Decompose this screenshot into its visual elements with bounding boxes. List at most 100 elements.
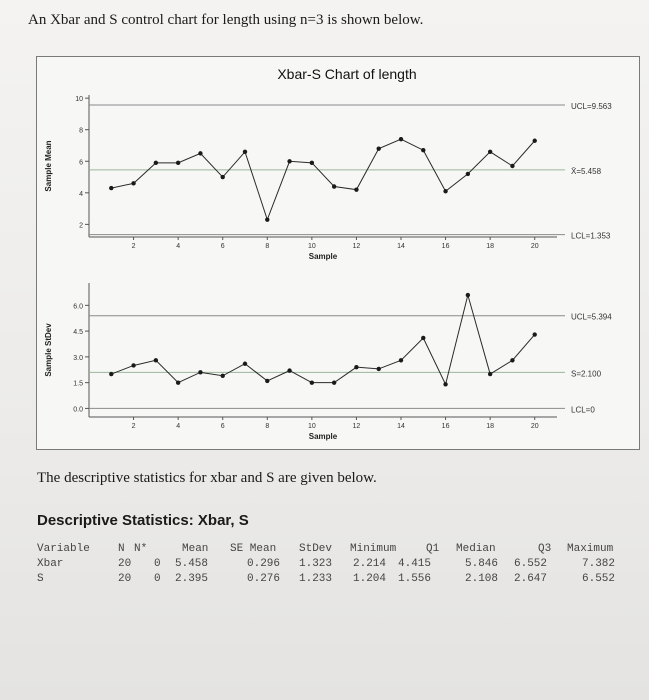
data-point (131, 181, 136, 186)
stats-cell: 5.846 (465, 558, 499, 570)
ucl-label: UCL=5.394 (571, 313, 612, 322)
stats-cell: 1.556 (398, 573, 432, 585)
data-point (465, 292, 471, 298)
stats-header: Mean (182, 543, 209, 555)
stats-header: StDev (299, 543, 333, 555)
s-panel: UCL=5.394 S=2.100 LCL=0 0.0 1.5 3.0 4.5 6.0 2 4 6 8… (44, 283, 612, 441)
x-tick-label: 4 (176, 243, 180, 250)
data-point (265, 217, 270, 222)
data-point (354, 364, 359, 370)
stats-cell: 6.552 (582, 573, 616, 585)
data-point (465, 171, 471, 177)
center-label: X̄=5.458 (571, 167, 602, 176)
x-tick-label: 4 (176, 423, 180, 430)
y-tick-label: 4 (79, 191, 83, 198)
x-tick-label: 14 (397, 423, 405, 430)
data-point (398, 358, 404, 363)
data-point (131, 363, 136, 368)
x-tick-label: 2 (132, 423, 136, 430)
stats-cell: 7.382 (582, 558, 616, 570)
data-point (153, 160, 159, 166)
y-tick-label: 1.5 (73, 381, 83, 388)
series-line (111, 138, 536, 222)
stats-title: Descriptive Statistics: Xbar, S (37, 512, 249, 529)
x-tick-label: 10 (308, 243, 316, 250)
data-point (532, 332, 537, 337)
stats-cell: 2.108 (465, 573, 499, 585)
stats-cell: 2.214 (353, 558, 387, 570)
xbar-panel: UCL=9.563 X̄=5.458 LCL=1.353 2 4 6 8 10 2 4 6 8 10 12… (44, 95, 612, 261)
y-tick-label: 6.0 (73, 303, 83, 310)
y-tick-label: 4.5 (73, 329, 83, 336)
data-point (376, 366, 381, 372)
x-tick-label: 12 (353, 243, 361, 250)
data-point (153, 358, 159, 363)
data-point (265, 378, 270, 384)
y-tick-label: 10 (75, 96, 83, 103)
data-point (287, 368, 292, 373)
stats-cell: 20 (118, 573, 132, 585)
x-axis-label: Sample (309, 432, 338, 441)
ucl-label: UCL=9.563 (571, 102, 612, 111)
series-line (111, 293, 536, 386)
data-point (487, 371, 493, 377)
data-point (443, 189, 448, 194)
data-point (109, 185, 114, 191)
x-tick-label: 18 (486, 243, 494, 250)
stats-cell: 0.296 (247, 558, 281, 570)
stats-cell: 1.323 (299, 558, 333, 570)
x-tick-label: 6 (221, 243, 225, 250)
stats-cell: 2.395 (175, 573, 209, 585)
stats-cell: 0.276 (247, 573, 281, 585)
data-point (242, 149, 248, 154)
data-point (398, 136, 404, 142)
lcl-label: LCL=0 (571, 405, 595, 414)
x-tick-label: 14 (397, 243, 405, 250)
data-point (510, 163, 515, 169)
stats-header: Minimum (350, 543, 397, 555)
control-chart-panel: Xbar-S Chart of length UCL=9.563 X̄=5.458… (36, 56, 640, 450)
intro-text: An Xbar and S control chart for length u… (28, 12, 424, 28)
y-tick-label: 3.0 (73, 355, 83, 362)
stats-header: SE Mean (230, 543, 277, 555)
x-tick-label: 18 (486, 423, 494, 430)
data-point (198, 370, 203, 375)
data-point (532, 138, 537, 143)
data-point (309, 160, 315, 166)
y-tick-label: 0.0 (73, 406, 83, 413)
stats-cell: S (37, 573, 44, 585)
x-tick-label: 16 (442, 423, 450, 430)
stats-cell: 4.415 (398, 558, 432, 570)
data-point (331, 380, 337, 385)
stats-header: Variable (37, 543, 90, 555)
chart-title: Xbar-S Chart of length (277, 66, 416, 82)
data-point (331, 184, 337, 189)
y-axis-label: Sample Mean (44, 140, 53, 191)
data-point (376, 146, 381, 151)
x-tick-label: 10 (308, 423, 316, 430)
data-point (309, 380, 315, 385)
data-point (443, 382, 448, 387)
stats-cell: 1.233 (299, 573, 333, 585)
data-point (354, 187, 359, 192)
stats-cell: 1.204 (353, 573, 387, 585)
x-tick-label: 20 (531, 243, 539, 250)
data-point (220, 174, 225, 180)
data-point (242, 361, 248, 366)
stats-cell: 6.552 (514, 558, 548, 570)
stats-cell: 5.458 (175, 558, 209, 570)
data-point (198, 151, 203, 156)
data-point (421, 335, 426, 341)
x-tick-label: 6 (221, 423, 225, 430)
stats-header: Q3 (538, 543, 552, 555)
x-tick-label: 20 (531, 423, 539, 430)
x-axis-label: Sample (309, 252, 338, 261)
stats-cell: 0 (154, 573, 161, 585)
stats-cell: Xbar (37, 558, 64, 570)
xbar-s-chart: Xbar-S Chart of length UCL=9.563 X̄=5.458… (44, 66, 612, 441)
stats-header: Median (456, 543, 496, 555)
y-axis-label: Sample StDev (44, 323, 53, 377)
x-tick-label: 2 (132, 243, 136, 250)
data-point (510, 358, 515, 363)
stats-cell: 0 (154, 558, 161, 570)
